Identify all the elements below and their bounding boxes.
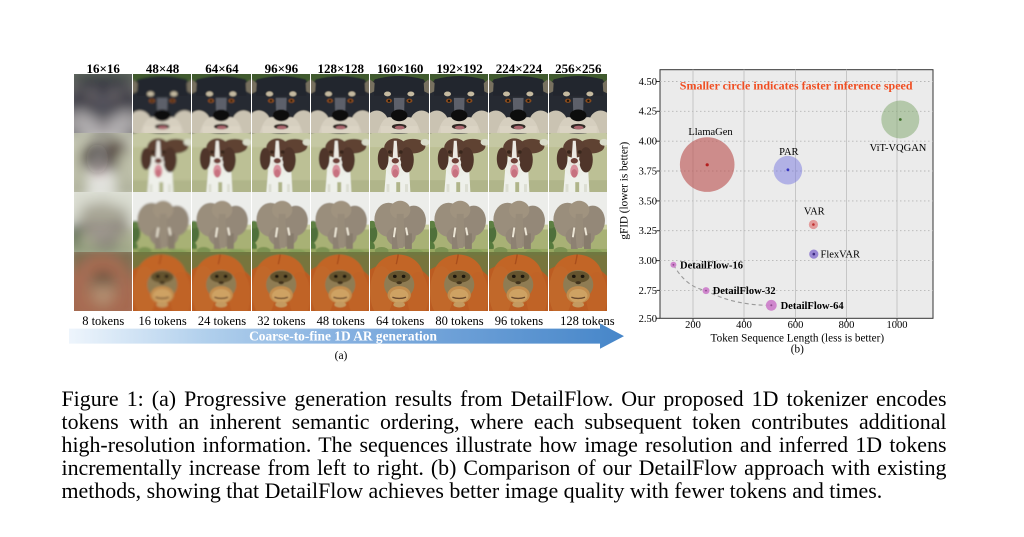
- svg-text:PAR: PAR: [779, 147, 798, 158]
- svg-text:LlamaGen: LlamaGen: [688, 127, 733, 138]
- svg-text:3.00: 3.00: [639, 256, 657, 267]
- svg-text:Coarse-to-fine 1D AR generatio: Coarse-to-fine 1D AR generation: [249, 328, 437, 343]
- svg-text:(b): (b): [791, 344, 804, 356]
- svg-text:1000: 1000: [887, 320, 908, 331]
- svg-text:DetailFlow-64: DetailFlow-64: [781, 301, 845, 312]
- svg-text:4.50: 4.50: [639, 77, 657, 88]
- svg-text:400: 400: [736, 320, 752, 331]
- svg-text:ViT-VQGAN: ViT-VQGAN: [870, 143, 927, 154]
- svg-text:800: 800: [839, 320, 855, 331]
- svg-text:Token Sequence Length (less is: Token Sequence Length (less is better): [711, 332, 885, 344]
- svg-text:4.25: 4.25: [639, 107, 657, 118]
- svg-text:VAR: VAR: [804, 207, 825, 218]
- svg-text:Smaller circle indicates faste: Smaller circle indicates faster inferenc…: [680, 79, 913, 93]
- svg-text:DetailFlow-16: DetailFlow-16: [680, 260, 743, 271]
- svg-text:3.75: 3.75: [639, 166, 657, 177]
- svg-text:600: 600: [788, 320, 804, 331]
- svg-text:2.50: 2.50: [639, 314, 657, 325]
- svg-text:FlexVAR: FlexVAR: [821, 250, 860, 261]
- svg-text:200: 200: [685, 320, 701, 331]
- svg-text:DetailFlow-32: DetailFlow-32: [713, 286, 776, 297]
- svg-text:3.50: 3.50: [639, 196, 657, 207]
- svg-text:2.75: 2.75: [639, 286, 657, 297]
- svg-text:gFID (lower is better): gFID (lower is better): [618, 141, 630, 239]
- svg-text:3.25: 3.25: [639, 226, 657, 237]
- svg-text:4.00: 4.00: [639, 137, 657, 148]
